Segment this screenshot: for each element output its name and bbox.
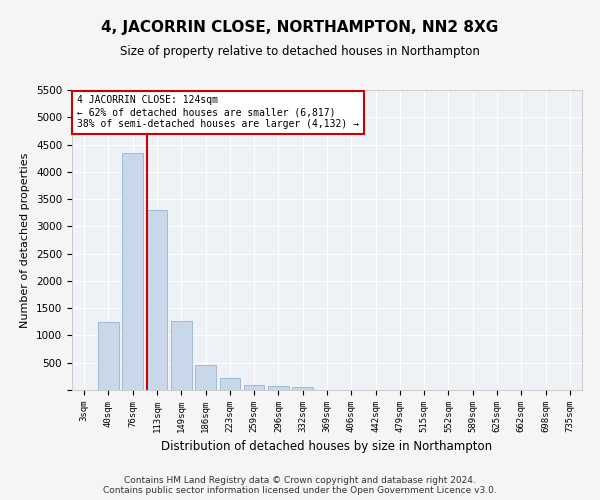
Text: 4 JACORRIN CLOSE: 124sqm
← 62% of detached houses are smaller (6,817)
38% of sem: 4 JACORRIN CLOSE: 124sqm ← 62% of detach… <box>77 96 359 128</box>
Bar <box>268 386 289 390</box>
Bar <box>122 152 143 390</box>
Bar <box>220 378 240 390</box>
Bar <box>146 210 167 390</box>
X-axis label: Distribution of detached houses by size in Northampton: Distribution of detached houses by size … <box>161 440 493 454</box>
Bar <box>98 322 119 390</box>
Bar <box>171 322 191 390</box>
Text: Size of property relative to detached houses in Northampton: Size of property relative to detached ho… <box>120 45 480 58</box>
Bar <box>195 366 216 390</box>
Bar <box>244 384 265 390</box>
Text: 4, JACORRIN CLOSE, NORTHAMPTON, NN2 8XG: 4, JACORRIN CLOSE, NORTHAMPTON, NN2 8XG <box>101 20 499 35</box>
Text: Contains HM Land Registry data © Crown copyright and database right 2024.
Contai: Contains HM Land Registry data © Crown c… <box>103 476 497 495</box>
Y-axis label: Number of detached properties: Number of detached properties <box>20 152 31 328</box>
Bar <box>292 388 313 390</box>
